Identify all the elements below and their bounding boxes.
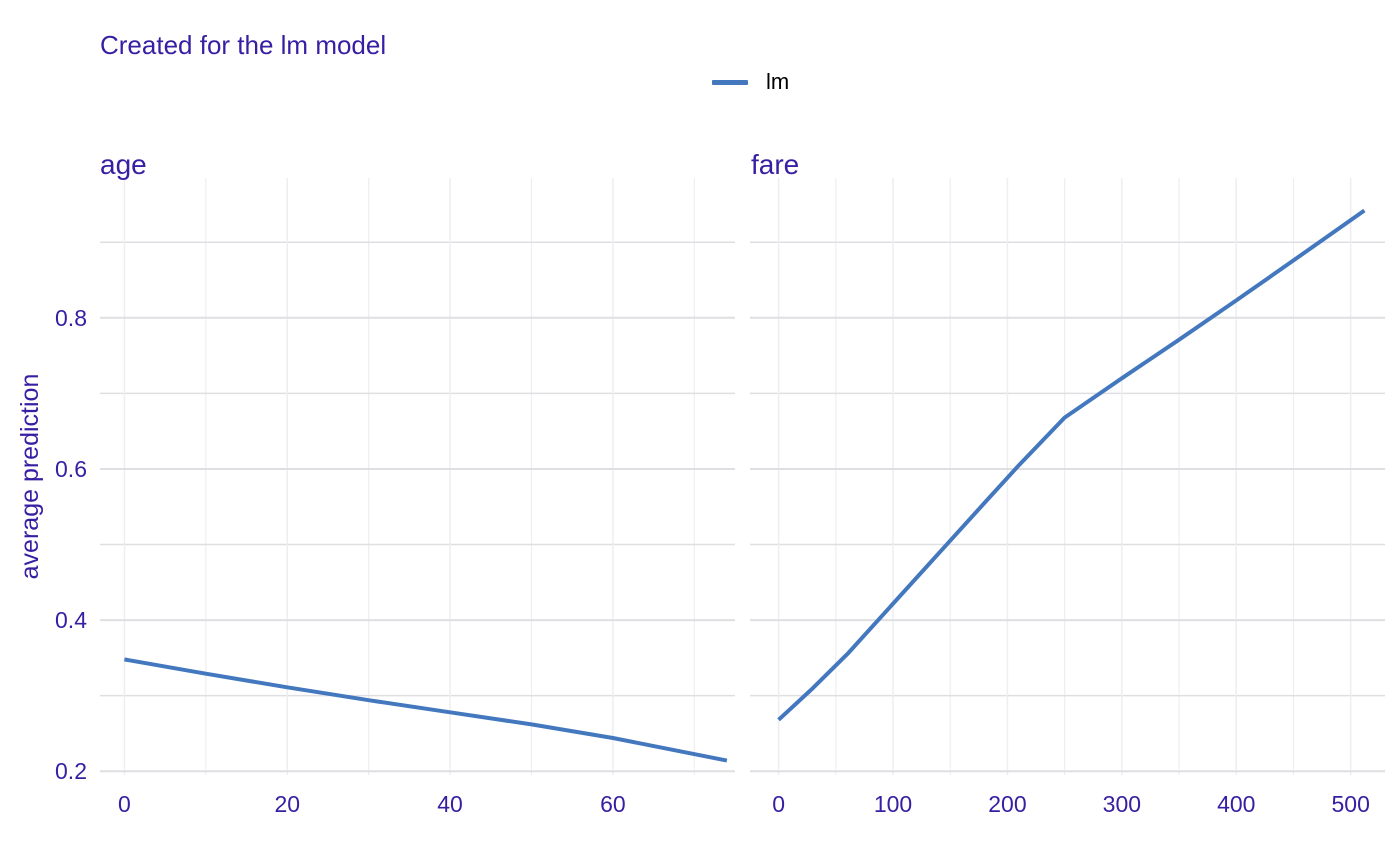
series-line-lm-age [124, 657, 728, 763]
x-tick-label: 500 [1331, 791, 1369, 817]
x-tick-label: 60 [600, 791, 626, 817]
x-tick-label: 20 [274, 791, 300, 817]
panel-fare: 0 100 200 300 400 500 fare [750, 149, 1385, 817]
x-tick-label: 40 [437, 791, 463, 817]
x-tick-label: 100 [874, 791, 912, 817]
panel-title-age: age [100, 149, 147, 180]
panel-age: 0 20 40 60 0.2 0.4 0.6 0.8 average prediction age [16, 149, 735, 817]
y-tick-label: 0.8 [55, 305, 87, 331]
chart-subtitle: Created for the lm model [100, 30, 387, 60]
x-tick-label: 400 [1217, 791, 1255, 817]
y-tick-label: 0.4 [55, 607, 87, 633]
y-axis-title: average prediction [16, 374, 44, 580]
y-tick-label: 0.2 [55, 758, 87, 784]
y-tick-label: 0.6 [55, 456, 87, 482]
legend-label-lm: lm [766, 69, 790, 94]
series-line-lm-fare [777, 208, 1366, 722]
legend: lm [712, 68, 789, 96]
panel-title-fare: fare [751, 149, 799, 180]
x-tick-label: 200 [988, 791, 1026, 817]
x-tick-label: 300 [1103, 791, 1141, 817]
x-tick-label: 0 [772, 791, 785, 817]
x-tick-label: 0 [118, 791, 131, 817]
legend-swatch-lm [712, 79, 748, 85]
